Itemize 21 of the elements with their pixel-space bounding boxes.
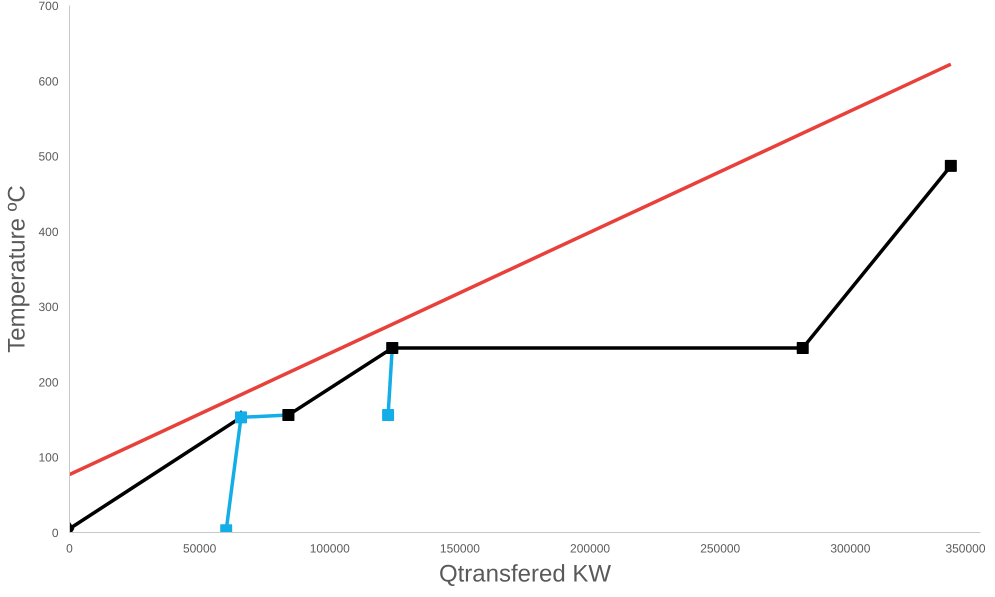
x-tick-label: 0 (66, 542, 74, 556)
x-tick-label: 300000 (830, 542, 871, 556)
y-tick-label: 100 (38, 450, 59, 465)
point (944, 160, 957, 172)
y-tick-label: 500 (38, 150, 59, 164)
x-tick-label: 200000 (570, 542, 610, 556)
point (382, 409, 394, 422)
x-tick-label: 250000 (700, 542, 741, 556)
y-tick-label: 400 (38, 224, 59, 239)
y-tick-label: 0 (52, 526, 59, 540)
y-tick-label: 700 (38, 0, 59, 13)
y-tick-label: 300 (38, 300, 59, 314)
x-tick-label: 350000 (945, 542, 986, 556)
x-axis-title: Qtransfered KW (438, 560, 612, 588)
x-tick-label: 100000 (310, 542, 350, 556)
x-tick-label: 50000 (182, 542, 217, 556)
y-axis-title: Temperature ºC (3, 185, 30, 353)
y-tick-label: 600 (38, 74, 59, 88)
y-tick-label: 200 (38, 375, 59, 390)
point (796, 342, 809, 354)
x-tick-label: 150000 (440, 542, 480, 556)
